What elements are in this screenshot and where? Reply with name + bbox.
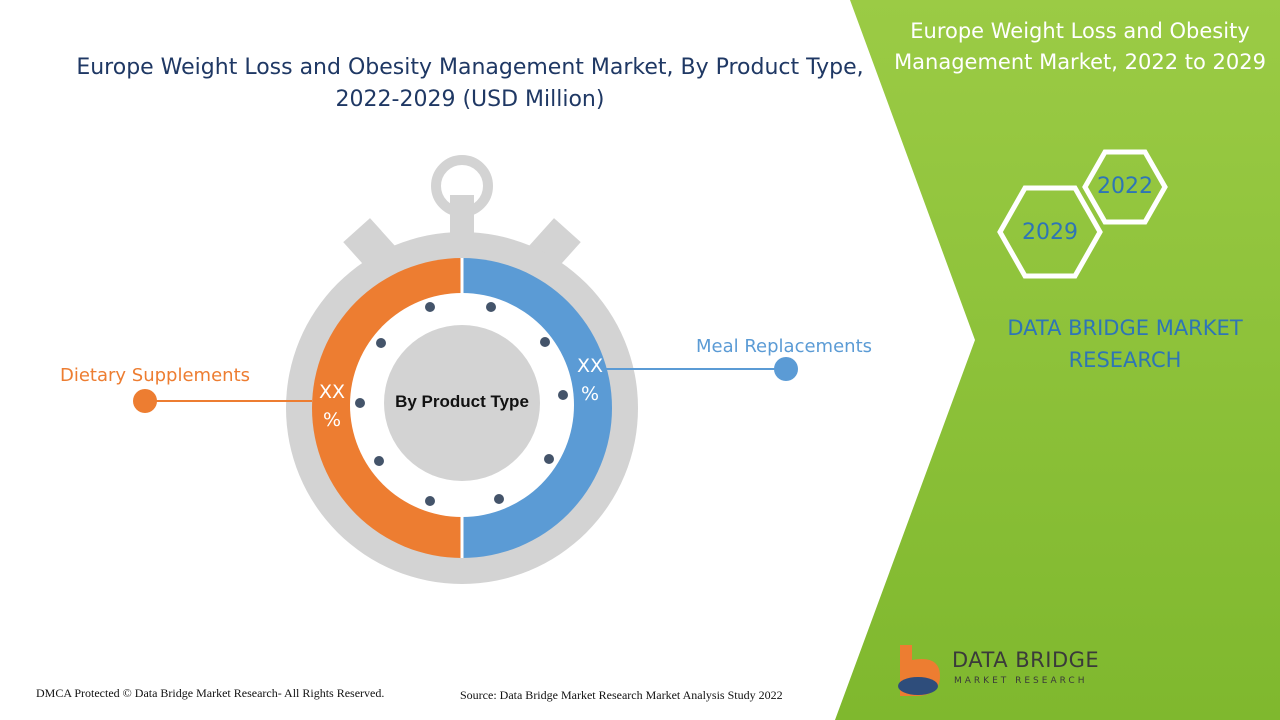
logo-name: DATA BRIDGE xyxy=(952,648,1100,672)
share-text: % xyxy=(322,409,342,431)
side-panel xyxy=(835,0,1280,720)
connector-dot xyxy=(774,357,798,381)
connector-dot xyxy=(133,389,157,413)
share-text: XX xyxy=(318,381,346,403)
watch-dots xyxy=(355,302,568,506)
year: 2029 xyxy=(1022,220,1078,245)
logo-tagline: MARKET RESEARCH xyxy=(954,676,1088,686)
segment-label: Meal Replacements xyxy=(696,336,873,357)
source: Source: Data Bridge Market Research Mark… xyxy=(460,688,783,702)
segment-label: Dietary Supplements xyxy=(60,365,251,386)
hexagon xyxy=(1082,149,1168,225)
logo-mark xyxy=(898,677,938,695)
share-text: % xyxy=(580,383,600,405)
copyright: DMCA Protected © Data Bridge Market Rese… xyxy=(36,686,385,700)
center-label: By Product Type xyxy=(395,392,529,411)
share-label: XX% xyxy=(312,378,352,434)
panel-title: Europe Weight Loss and Obesity Managemen… xyxy=(894,19,1266,74)
year: 2022 xyxy=(1097,174,1153,199)
hexagon xyxy=(997,185,1103,279)
share-text: XX xyxy=(576,355,604,377)
title: Europe Weight Loss and Obesity Managemen… xyxy=(76,55,864,112)
watch-center xyxy=(384,325,540,481)
share-label: XX% xyxy=(570,352,610,408)
brand: DATA BRIDGE MARKET RESEARCH xyxy=(1007,316,1243,372)
